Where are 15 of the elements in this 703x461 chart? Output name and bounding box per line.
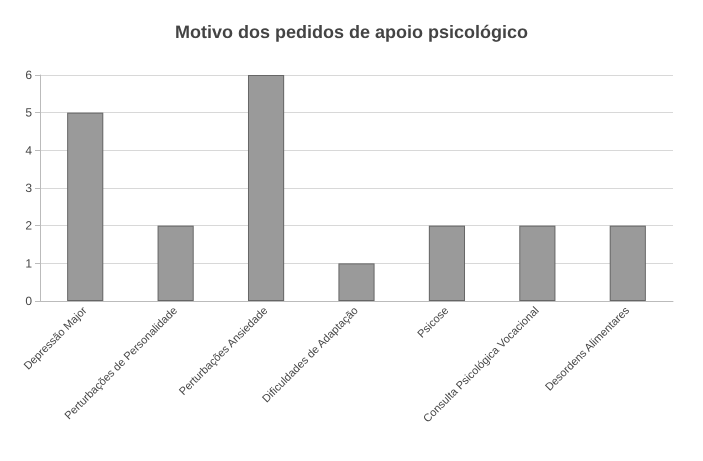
y-tick-label: 6 <box>25 68 32 82</box>
y-tick-label: 3 <box>25 181 32 195</box>
chart-title: Motivo dos pedidos de apoio psicológico <box>174 22 528 42</box>
bar <box>338 263 375 301</box>
bar <box>248 75 284 301</box>
y-tick-label: 0 <box>25 294 32 308</box>
bar <box>158 226 194 301</box>
y-tick-label: 2 <box>25 218 32 233</box>
y-tick-label: 5 <box>25 106 32 120</box>
y-tick-label: 4 <box>25 143 32 158</box>
bar <box>67 112 104 301</box>
bar <box>428 226 466 301</box>
bar <box>610 226 646 301</box>
y-tick-label: 1 <box>25 256 32 270</box>
bar <box>519 226 556 301</box>
